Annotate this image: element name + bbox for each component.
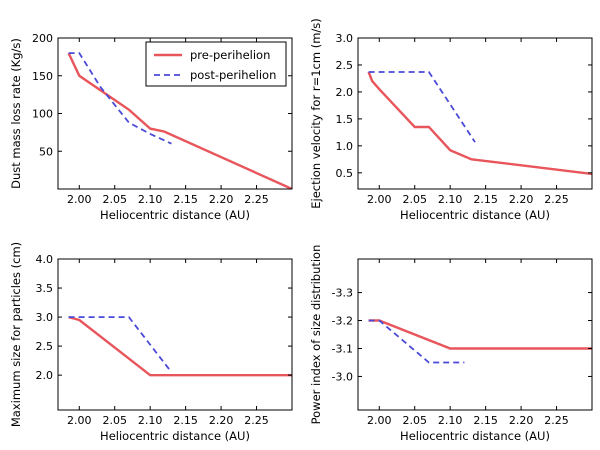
x-tick-label: 2.10 (138, 414, 163, 427)
x-tick-label: 2.00 (367, 193, 392, 206)
x-axis-label: Heliocentric distance (AU) (100, 429, 250, 443)
x-tick-label: 2.20 (209, 193, 234, 206)
y-tick-label: 2.0 (36, 369, 54, 382)
x-tick-label: 2.05 (402, 193, 427, 206)
y-tick-label: 150 (32, 70, 53, 83)
legend-post-perihelion-label: post-perihelion (190, 68, 276, 82)
y-tick-label: 3.5 (36, 282, 54, 295)
x-tick-label: 2.25 (244, 193, 269, 206)
y-tick-label: -3.3 (332, 287, 353, 300)
x-axis-label: Heliocentric distance (AU) (400, 429, 550, 443)
axes-frame (357, 258, 593, 411)
x-axis-label: Heliocentric distance (AU) (400, 208, 550, 222)
x-tick-label: 2.10 (138, 193, 163, 206)
y-tick-label: 100 (32, 108, 53, 121)
y-tick-label: 3.0 (336, 32, 354, 45)
chart-panel-2: 2.00 2.05 2.10 2.15 2.20 2.25 0.5 1.0 1.5 2.0 2.5 3… (309, 18, 593, 222)
y-tick-label: 2.0 (336, 86, 354, 99)
chart-panel-3: 2.00 2.05 2.10 2.15 2.20 2.25 2.0 2.5 3.0 3.5 4.0 H… (9, 242, 293, 443)
x-tick-label: 2.20 (509, 193, 534, 206)
axes-frame (57, 258, 293, 411)
y-tick-label: 1.0 (336, 140, 354, 153)
y-axis-label: Dust mass loss rate (Kg/s) (9, 38, 23, 189)
x-axis-label: Heliocentric distance (AU) (100, 208, 250, 222)
x-tick-label: 2.15 (173, 414, 198, 427)
x-tick-label: 2.15 (473, 193, 498, 206)
pre-perihelion-line (368, 319, 592, 350)
x-tick-label: 2.15 (173, 193, 198, 206)
y-tick-label: 1.5 (336, 113, 354, 126)
legend: pre-perihelion post-perihelion (145, 41, 287, 87)
y-tick-label: 4.0 (36, 253, 54, 266)
x-tick-label: 2.15 (473, 414, 498, 427)
post-perihelion-line (368, 319, 465, 364)
y-tick-label: -3.1 (332, 342, 353, 355)
y-tick-label: 2.5 (36, 340, 54, 353)
pre-perihelion-line (68, 315, 292, 377)
x-tick-label: 2.05 (102, 414, 127, 427)
x-tick-label: 2.20 (509, 414, 534, 427)
x-tick-label: 2.25 (244, 414, 269, 427)
x-tick-label: 2.00 (67, 193, 92, 206)
post-perihelion-line (368, 71, 476, 143)
x-tick-label: 2.05 (402, 414, 427, 427)
y-tick-label: 3.0 (36, 311, 54, 324)
y-tick-label: -3.0 (332, 370, 353, 383)
x-tick-label: 2.25 (544, 193, 569, 206)
x-tick-label: 2.00 (367, 414, 392, 427)
axes-frame (357, 37, 593, 190)
y-axis-label: Maximum size for particles (cm) (9, 242, 23, 427)
x-tick-label: 2.00 (67, 414, 92, 427)
y-tick-label: 2.5 (336, 59, 354, 72)
y-axis-label: Ejection velocity for r=1cm (m/s) (309, 18, 323, 209)
x-tick-label: 2.05 (102, 193, 127, 206)
pre-perihelion-line (67, 52, 292, 189)
y-axis-label: Power index of size distribution (309, 245, 323, 425)
y-tick-label: 50 (39, 145, 53, 158)
chart-panel-1: 2.00 2.05 2.10 2.15 2.20 2.25 50 100 150 200 Helio… (9, 32, 293, 222)
x-tick-label: 2.10 (438, 414, 463, 427)
y-tick-label: 200 (32, 32, 53, 45)
x-tick-label: 2.25 (544, 414, 569, 427)
post-perihelion-line (68, 52, 172, 145)
legend-box (145, 41, 287, 87)
pre-perihelion-line (367, 71, 592, 176)
y-tick-label: -3.2 (332, 315, 353, 328)
x-tick-label: 2.10 (438, 193, 463, 206)
x-tick-label: 2.20 (209, 414, 234, 427)
y-tick-label: 0.5 (336, 167, 354, 180)
chart-panel-4: 2.00 2.05 2.10 2.15 2.20 2.25 -3.3 -3.2 -3.1 -3.0… (309, 245, 593, 443)
legend-pre-perihelion-label: pre-perihelion (190, 48, 270, 62)
post-perihelion-line (68, 316, 173, 373)
